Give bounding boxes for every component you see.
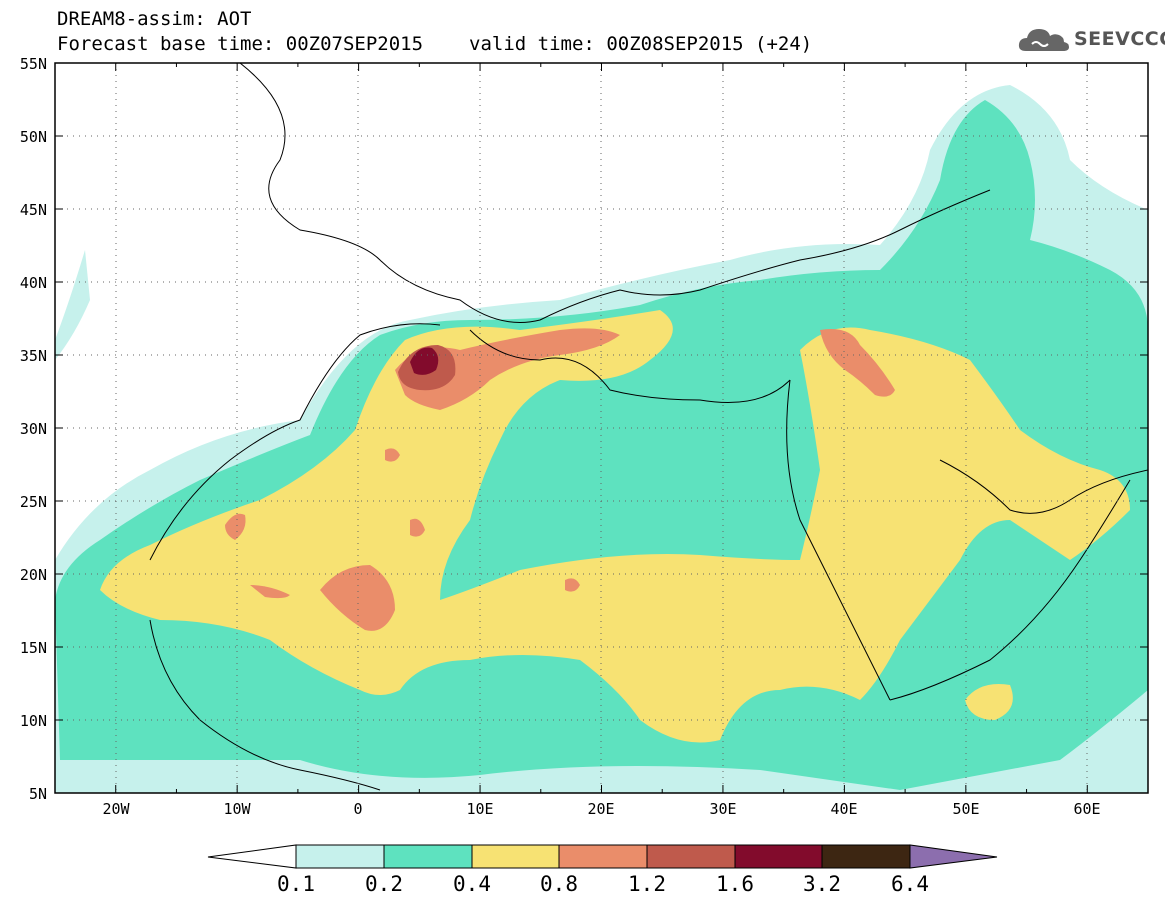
time-line: Forecast base time: 00Z07SEP2015 valid ti… (57, 33, 812, 55)
colorbar-segment (295, 844, 385, 869)
seevccc-logo: SEEVCCC (1018, 22, 1165, 56)
lat-label: 55N (20, 55, 47, 73)
lon-axis: 20W 10W 0 10E 20E 30E 40E 50E 60E (102, 800, 1100, 818)
lat-label: 5N (29, 785, 47, 803)
graticule (55, 63, 1148, 793)
lon-label: 10E (466, 800, 493, 818)
lat-label: 30N (20, 420, 47, 438)
lat-label: 20N (20, 566, 47, 584)
axis-ticks (54, 62, 1149, 794)
valid-time: valid time: 00Z08SEP2015 (+24) (469, 33, 813, 55)
lon-label: 20W (102, 800, 130, 818)
colorbar (207, 844, 998, 869)
lon-label: 50E (952, 800, 979, 818)
colorbar-segment (646, 844, 736, 869)
colorbar-label: 0.1 (277, 872, 315, 896)
colorbar-label: 0.2 (365, 872, 403, 896)
colorbar-labels: 0.1 0.2 0.4 0.8 1.2 1.6 3.2 6.4 (277, 872, 929, 896)
lon-label: 0 (353, 800, 362, 818)
colorbar-label: 0.8 (540, 872, 578, 896)
lat-label: 35N (20, 347, 47, 365)
colorbar-segment (471, 844, 560, 869)
lon-label: 40E (830, 800, 857, 818)
lat-label: 10N (20, 712, 47, 730)
colorbar-segment (383, 844, 473, 869)
lon-label: 20E (587, 800, 614, 818)
lat-label: 45N (20, 201, 47, 219)
lat-label: 25N (20, 493, 47, 511)
lat-label: 50N (20, 128, 47, 146)
colorbar-label: 6.4 (891, 872, 929, 896)
lat-label: 40N (20, 274, 47, 292)
colorbar-low-arrow (207, 844, 297, 869)
lon-label: 10W (223, 800, 251, 818)
aot-field (55, 63, 1148, 793)
lon-label: 30E (709, 800, 736, 818)
colorbar-segment (821, 844, 911, 869)
map-title: DREAM8-assim: AOT (57, 8, 252, 30)
colorbar-label: 1.6 (716, 872, 754, 896)
colorbar-label: 1.2 (628, 872, 666, 896)
colorbar-label: 3.2 (803, 872, 841, 896)
lat-label: 15N (20, 639, 47, 657)
colorbar-label: 0.4 (453, 872, 491, 896)
base-time: Forecast base time: 00Z07SEP2015 (57, 33, 424, 55)
colorbar-segment (558, 844, 648, 869)
lat-axis: 55N 50N 45N 40N 35N 30N 25N 20N 15N 10N … (20, 55, 47, 803)
cloud-icon (1018, 29, 1069, 51)
colorbar-segment (734, 844, 823, 869)
lon-label: 60E (1073, 800, 1100, 818)
coastlines (149, 63, 1148, 791)
logo-text: SEEVCCC (1074, 28, 1165, 50)
colorbar-high-arrow (909, 844, 998, 869)
